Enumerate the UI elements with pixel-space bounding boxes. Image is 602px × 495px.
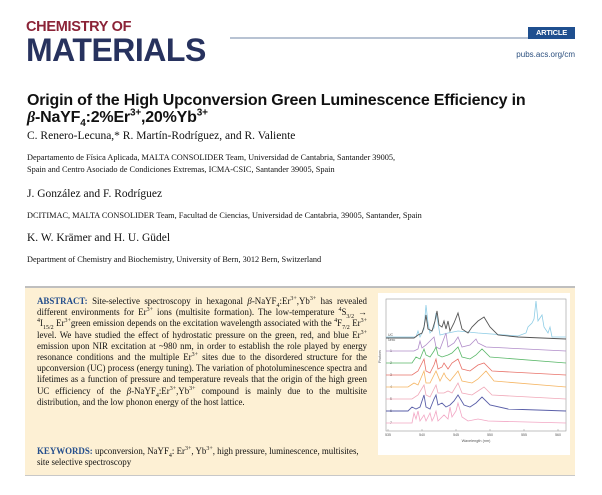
- author-group-1[interactable]: C. Renero-Lecuna,* R. Martín-Rodríguez, …: [27, 130, 296, 142]
- series-2: [386, 345, 567, 364]
- article-type-badge: ARTICLE: [528, 27, 575, 39]
- series-1: [386, 332, 567, 352]
- svg-text:555: 555: [521, 433, 527, 437]
- header-rule: [230, 37, 548, 39]
- x-axis-ticks: [387, 429, 559, 431]
- title-line-2: β-NaYF4:2%Er3+,20%Yb3+: [27, 107, 208, 130]
- series-6: [386, 393, 567, 412]
- abstract-box: ABSTRACT: Site-selective spectroscopy in…: [25, 286, 575, 476]
- svg-text:λexc: λexc: [388, 338, 395, 342]
- abstract-text: ABSTRACT: Site-selective spectroscopy in…: [37, 296, 367, 407]
- affiliation-3: Department of Chemistry and Biochemistry…: [27, 255, 322, 264]
- keywords-label: KEYWORDS:: [37, 446, 93, 456]
- svg-text:560: 560: [555, 433, 561, 437]
- paper-title: Origin of the High Upconversion Green Lu…: [27, 92, 587, 130]
- series-4: [386, 369, 567, 388]
- spectra-chart-svg: Photons UC λexc 1 2 3 4 5 6 7: [378, 298, 567, 443]
- keywords: KEYWORDS: upconversion, NaYF4: Er3+, Yb3…: [37, 446, 359, 468]
- series-UC: [386, 310, 567, 340]
- series-3: [386, 357, 567, 376]
- abstract-label: ABSTRACT:: [37, 296, 88, 306]
- x-axis-label: Wavelength (nm): [462, 439, 492, 443]
- series-excitation-blue: [386, 300, 566, 339]
- svg-text:UC: UC: [388, 333, 394, 337]
- journal-name-bottom: MATERIALS: [26, 32, 206, 68]
- series-5: [386, 382, 567, 400]
- toc-graphic-spectra-chart[interactable]: Photons UC λexc 1 2 3 4 5 6 7: [378, 293, 570, 455]
- author-group-3[interactable]: K. W. Krämer and H. U. Güdel: [27, 232, 171, 244]
- affiliation-1: Departamento de Física Aplicada, MALTA C…: [27, 153, 396, 174]
- svg-text:535: 535: [385, 433, 391, 437]
- affiliation-2: DCITIMAC, MALTA CONSOLIDER Team, Faculta…: [27, 211, 422, 220]
- svg-text:540: 540: [419, 433, 425, 437]
- author-group-2[interactable]: J. González and F. Rodríguez: [27, 188, 163, 200]
- series-7: [386, 401, 567, 424]
- svg-text:550: 550: [487, 433, 493, 437]
- x-axis-tick-labels: 535 540 545 550 555 560: [385, 433, 561, 437]
- journal-logo[interactable]: CHEMISTRY OF MATERIALS: [26, 19, 206, 68]
- svg-text:545: 545: [453, 433, 459, 437]
- y-axis-label: Photons: [378, 350, 382, 363]
- beta-symbol: β: [27, 109, 35, 126]
- journal-url-link[interactable]: pubs.acs.org/cm: [516, 50, 575, 59]
- journal-name-top: CHEMISTRY OF: [26, 19, 132, 35]
- title-line-1: Origin of the High Upconversion Green Lu…: [27, 92, 526, 109]
